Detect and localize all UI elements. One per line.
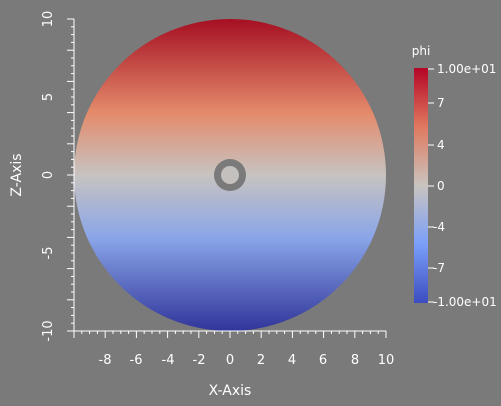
x-tick-labels: -8 -6 -4 -2 0 2 4 6 8 10 [99, 353, 395, 368]
colorbar-min-label: -1.00e+01 [433, 295, 497, 309]
color-legend[interactable]: phi 1.00e+01 7 4 0 -4 -7 -1.00e+01 [412, 44, 497, 309]
x-axis [73, 330, 387, 338]
x-tick-label: -2 [193, 353, 206, 368]
z-tick-label: 0 [41, 171, 56, 179]
colorbar-title: phi [412, 44, 431, 58]
colorbar-gradient [414, 68, 428, 303]
z-axis [67, 18, 75, 332]
z-tick-label: 10 [41, 11, 56, 28]
x-tick-label: 0 [226, 353, 234, 368]
colorbar-tick-label: 7 [437, 96, 445, 110]
x-tick-label: -8 [99, 353, 112, 368]
x-tick-label: -4 [162, 353, 175, 368]
colorbar-tick-label: 4 [437, 138, 445, 152]
colorbar-tick-label: 0 [437, 179, 445, 193]
x-axis-title: X-Axis [209, 383, 252, 399]
colorbar-tick-label: -7 [433, 261, 445, 275]
colorbar-max-label: 1.00e+01 [437, 62, 496, 76]
x-tick-label: 10 [378, 353, 395, 368]
x-tick-label: 6 [319, 353, 327, 368]
x-tick-label: 8 [351, 353, 359, 368]
z-tick-label: -5 [41, 247, 56, 260]
x-tick-label: 4 [288, 353, 296, 368]
inner-hole [221, 166, 239, 184]
z-tick-label: -10 [41, 320, 56, 341]
x-tick-label: 2 [257, 353, 265, 368]
z-tick-labels: -10 -5 0 5 10 [41, 11, 56, 342]
colorbar-tick-label: -4 [433, 220, 445, 234]
z-axis-title: Z-Axis [9, 153, 25, 196]
z-tick-label: 5 [41, 93, 56, 101]
x-tick-label: -6 [130, 353, 143, 368]
